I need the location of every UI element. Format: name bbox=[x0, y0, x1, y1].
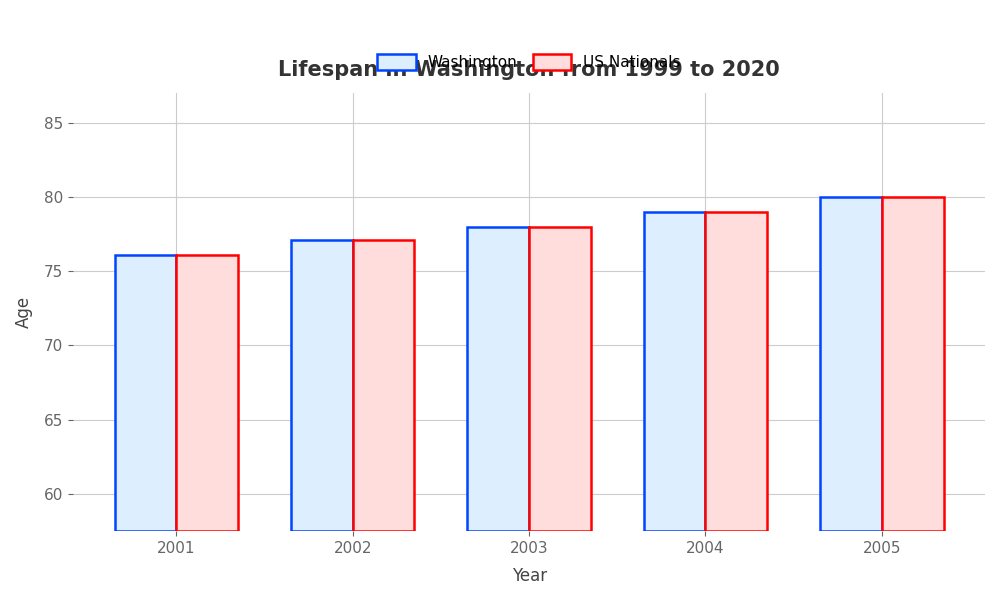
X-axis label: Year: Year bbox=[512, 567, 547, 585]
Legend: Washington, US Nationals: Washington, US Nationals bbox=[371, 48, 687, 76]
Bar bbox=[291, 240, 353, 531]
Bar bbox=[353, 240, 414, 531]
Bar bbox=[176, 255, 238, 531]
Title: Lifespan in Washington from 1999 to 2020: Lifespan in Washington from 1999 to 2020 bbox=[278, 60, 780, 80]
Y-axis label: Age: Age bbox=[15, 296, 33, 328]
Bar bbox=[644, 212, 705, 531]
Bar bbox=[705, 212, 767, 531]
Bar bbox=[882, 197, 944, 531]
Bar bbox=[467, 227, 529, 531]
Bar bbox=[820, 197, 882, 531]
Bar bbox=[115, 255, 176, 531]
Bar bbox=[529, 227, 591, 531]
